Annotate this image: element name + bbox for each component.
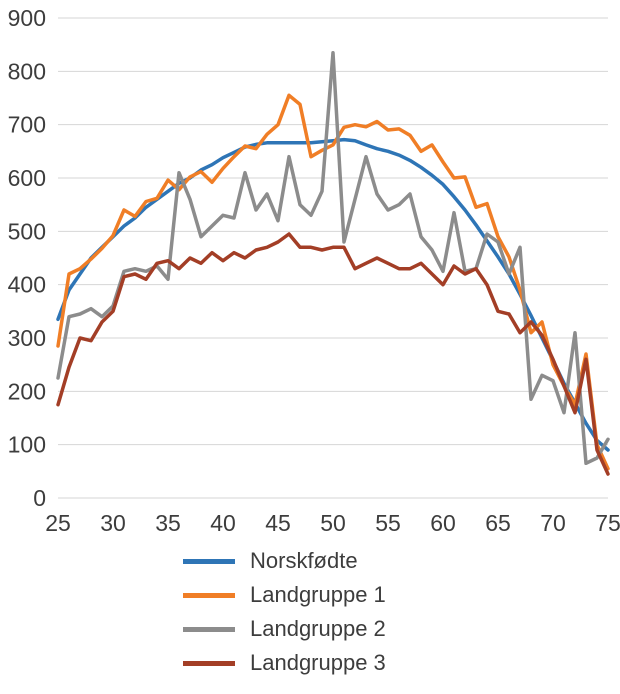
line-chart: 0 100 200 300 400 500 600 700 800 900 25 30 35 40 45 50…	[8, 5, 620, 536]
y-tick-label: 300	[8, 325, 46, 351]
legend-item-landgruppe-3: Landgruppe 3	[183, 652, 620, 674]
x-tick-label: 70	[540, 510, 566, 536]
legend-label: Norskfødte	[250, 548, 358, 573]
series-line-landgruppe-2	[56, 50, 610, 466]
x-tick-label: 50	[320, 510, 346, 536]
legend-item-landgruppe-1: Landgruppe 1	[183, 584, 620, 606]
y-tick-label: 600	[8, 165, 46, 191]
legend-label: Landgruppe 2	[250, 616, 386, 641]
x-tick-label: 55	[375, 510, 401, 536]
legend-swatch	[183, 660, 235, 666]
legend-label: Landgruppe 1	[250, 582, 386, 607]
legend-label: Landgruppe 3	[250, 650, 386, 675]
chart-legend: Norskfødte Landgruppe 1 Landgruppe 2 Landgr…	[183, 550, 620, 674]
y-tick-label: 0	[33, 485, 46, 511]
x-tick-label: 45	[265, 510, 291, 536]
series-line-landgruppe-3	[56, 232, 610, 476]
y-tick-label: 900	[8, 5, 46, 31]
y-tick-label: 500	[8, 218, 46, 244]
y-tick-label: 400	[8, 272, 46, 298]
series-line-landgruppe-1	[56, 93, 610, 471]
y-tick-label: 700	[8, 112, 46, 138]
x-tick-label: 65	[485, 510, 511, 536]
x-tick-label: 75	[595, 510, 620, 536]
y-tick-label: 200	[8, 378, 46, 404]
y-tick-label: 100	[8, 432, 46, 458]
legend-swatch	[183, 592, 235, 598]
x-tick-label: 35	[155, 510, 181, 536]
series-line-norskf-dte	[56, 137, 610, 452]
y-tick-label: 800	[8, 58, 46, 84]
x-tick-label: 60	[430, 510, 456, 536]
legend-item-norskf-dte: Norskfødte	[183, 550, 620, 572]
legend-swatch	[183, 558, 235, 564]
x-tick-label: 40	[210, 510, 236, 536]
x-tick-label: 30	[100, 510, 126, 536]
x-tick-label: 25	[45, 510, 71, 536]
legend-item-landgruppe-2: Landgruppe 2	[183, 618, 620, 640]
legend-swatch	[183, 626, 235, 632]
